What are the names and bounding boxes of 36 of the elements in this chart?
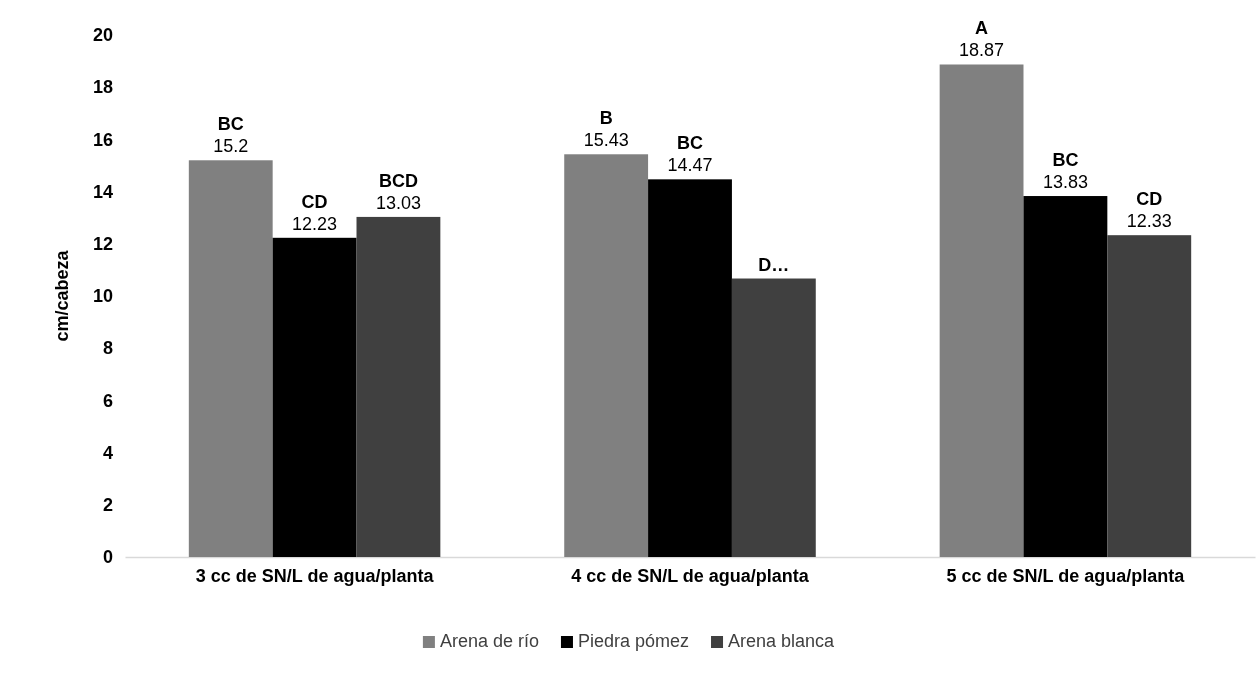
data-label: CD 12.33	[1126, 189, 1172, 232]
x-tick-label: 4 cc de SN/L de agua/planta	[571, 565, 810, 586]
y-tick-label: 14	[92, 181, 113, 202]
bar	[648, 179, 732, 557]
data-label: BC 14.47	[667, 133, 713, 176]
legend-label: Arena de río	[439, 631, 539, 651]
bar	[731, 278, 816, 557]
y-tick-label: 20	[92, 25, 113, 46]
y-tick-label: 12	[92, 234, 113, 255]
bar	[356, 216, 441, 557]
x-tick-label: 3 cc de SN/L de agua/planta	[195, 565, 435, 586]
data-label: A 18.87	[959, 18, 1005, 61]
data-label: CD 12.23	[292, 191, 338, 234]
y-tick-label: 0	[102, 547, 113, 568]
bar	[564, 154, 649, 557]
x-tick-label: 5 cc de SN/L de agua/planta	[946, 565, 1186, 586]
bar	[1023, 196, 1108, 557]
y-tick-label: 10	[92, 286, 113, 307]
y-tick-label: 6	[102, 390, 113, 411]
data-label: B 15.43	[583, 108, 629, 151]
y-tick-label: 16	[92, 129, 113, 150]
data-label: BCD 13.03	[375, 170, 421, 213]
y-tick-label: 18	[92, 77, 113, 98]
bar	[1107, 235, 1192, 557]
data-label: BC 15.2	[213, 114, 249, 157]
legend-label: Arena blanca	[728, 631, 836, 651]
data-label: D…	[758, 254, 790, 275]
y-tick-label: 8	[102, 338, 113, 359]
bar	[939, 64, 1024, 557]
bar	[272, 237, 357, 557]
data-label: BC 13.83	[1042, 150, 1088, 193]
y-tick-label: 2	[102, 495, 113, 516]
legend-label: Piedra pómez	[577, 631, 690, 651]
bar	[188, 160, 273, 557]
y-axis-title: cm/cabeza	[52, 249, 72, 342]
y-tick-label: 4	[102, 442, 113, 463]
